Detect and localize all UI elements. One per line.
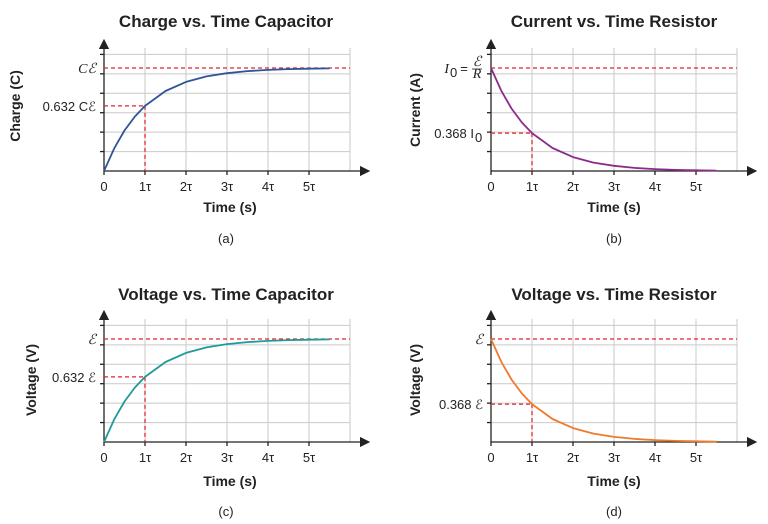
x-tick-label: 2τ <box>567 179 580 194</box>
y-axis-label: Charge (C) <box>7 70 23 142</box>
y-axis-label: Voltage (V) <box>407 344 423 416</box>
asymptote-label-eq: = <box>460 61 468 76</box>
x-tick-label: 3τ <box>608 179 621 194</box>
x-tick-label: 4τ <box>262 450 275 465</box>
x-tick-label: 4τ <box>649 179 662 194</box>
chart-title: Current vs. Time Resistor <box>511 12 718 31</box>
chart-panel: 0 1τ 2τ 3τ 4τ 5τ Cℰ 0.632 Cℰ Charge vs. Time Cap… <box>7 12 371 246</box>
marker-label-main: 0.368 I <box>434 126 474 141</box>
x-tick-label: 5τ <box>690 450 703 465</box>
x-tick-label: 0 <box>487 179 494 194</box>
asymptote-label-num: ℰ <box>473 55 483 70</box>
x-tick-label: 1τ <box>139 179 152 194</box>
data-curve <box>103 67 330 172</box>
chart-panel: 0 1τ 2τ 3τ 4τ 5τ ℰ 0.632 ℰ Voltage vs. Time Capa… <box>23 285 371 519</box>
marker-label-sub: 0 <box>475 130 482 145</box>
x-tick-label: 4τ <box>262 179 275 194</box>
x-tick-label: 1τ <box>526 179 539 194</box>
x-tick-label: 5τ <box>303 450 316 465</box>
x-tick-label: 1τ <box>139 450 152 465</box>
x-tick-label: 1τ <box>526 450 539 465</box>
x-tick-label: 3τ <box>221 450 234 465</box>
x-tick-label: 3τ <box>221 179 234 194</box>
data-curve <box>103 338 330 443</box>
x-tick-label: 5τ <box>303 179 316 194</box>
asymptote-label-sub: 0 <box>450 65 457 80</box>
panel-caption: (b) <box>606 231 622 246</box>
x-tick-label: 2τ <box>180 450 193 465</box>
x-tick-label: 0 <box>100 179 107 194</box>
marker-label: 0.368 ℰ <box>439 397 483 412</box>
x-tick-label: 0 <box>487 450 494 465</box>
x-axis-label: Time (s) <box>587 473 640 489</box>
panel-caption: (d) <box>606 504 622 519</box>
panel-caption: (c) <box>218 504 233 519</box>
chart-title: Voltage vs. Time Capacitor <box>118 285 334 304</box>
asymptote-label-den: R <box>472 67 482 82</box>
x-axis-label: Time (s) <box>203 199 256 215</box>
x-tick-label: 4τ <box>649 450 662 465</box>
chart-title: Voltage vs. Time Resistor <box>511 285 717 304</box>
panel-caption: (a) <box>218 231 234 246</box>
x-tick-label: 2τ <box>180 179 193 194</box>
x-tick-label: 0 <box>100 450 107 465</box>
x-tick-label: 5τ <box>690 179 703 194</box>
asymptote-label: ℰ <box>475 333 485 348</box>
y-axis-label: Voltage (V) <box>23 344 39 416</box>
asymptote-label-main: I <box>443 62 450 77</box>
chart-title: Charge vs. Time Capacitor <box>119 12 334 31</box>
asymptote-label: Cℰ <box>78 62 97 77</box>
data-curve <box>490 67 717 172</box>
y-axis-label: Current (A) <box>407 73 423 147</box>
marker-label: 0.632 ℰ <box>52 370 96 385</box>
x-axis-label: Time (s) <box>203 473 256 489</box>
x-tick-label: 3τ <box>608 450 621 465</box>
asymptote-label: ℰ <box>88 333 98 348</box>
data-curve <box>490 338 717 443</box>
marker-label: 0.632 Cℰ <box>43 99 97 114</box>
x-tick-label: 2τ <box>567 450 580 465</box>
x-axis-label: Time (s) <box>587 199 640 215</box>
chart-panel: 0 1τ 2τ 3τ 4τ 5τ ℰ 0.368 ℰ Voltage vs. Time Resi… <box>407 285 758 519</box>
